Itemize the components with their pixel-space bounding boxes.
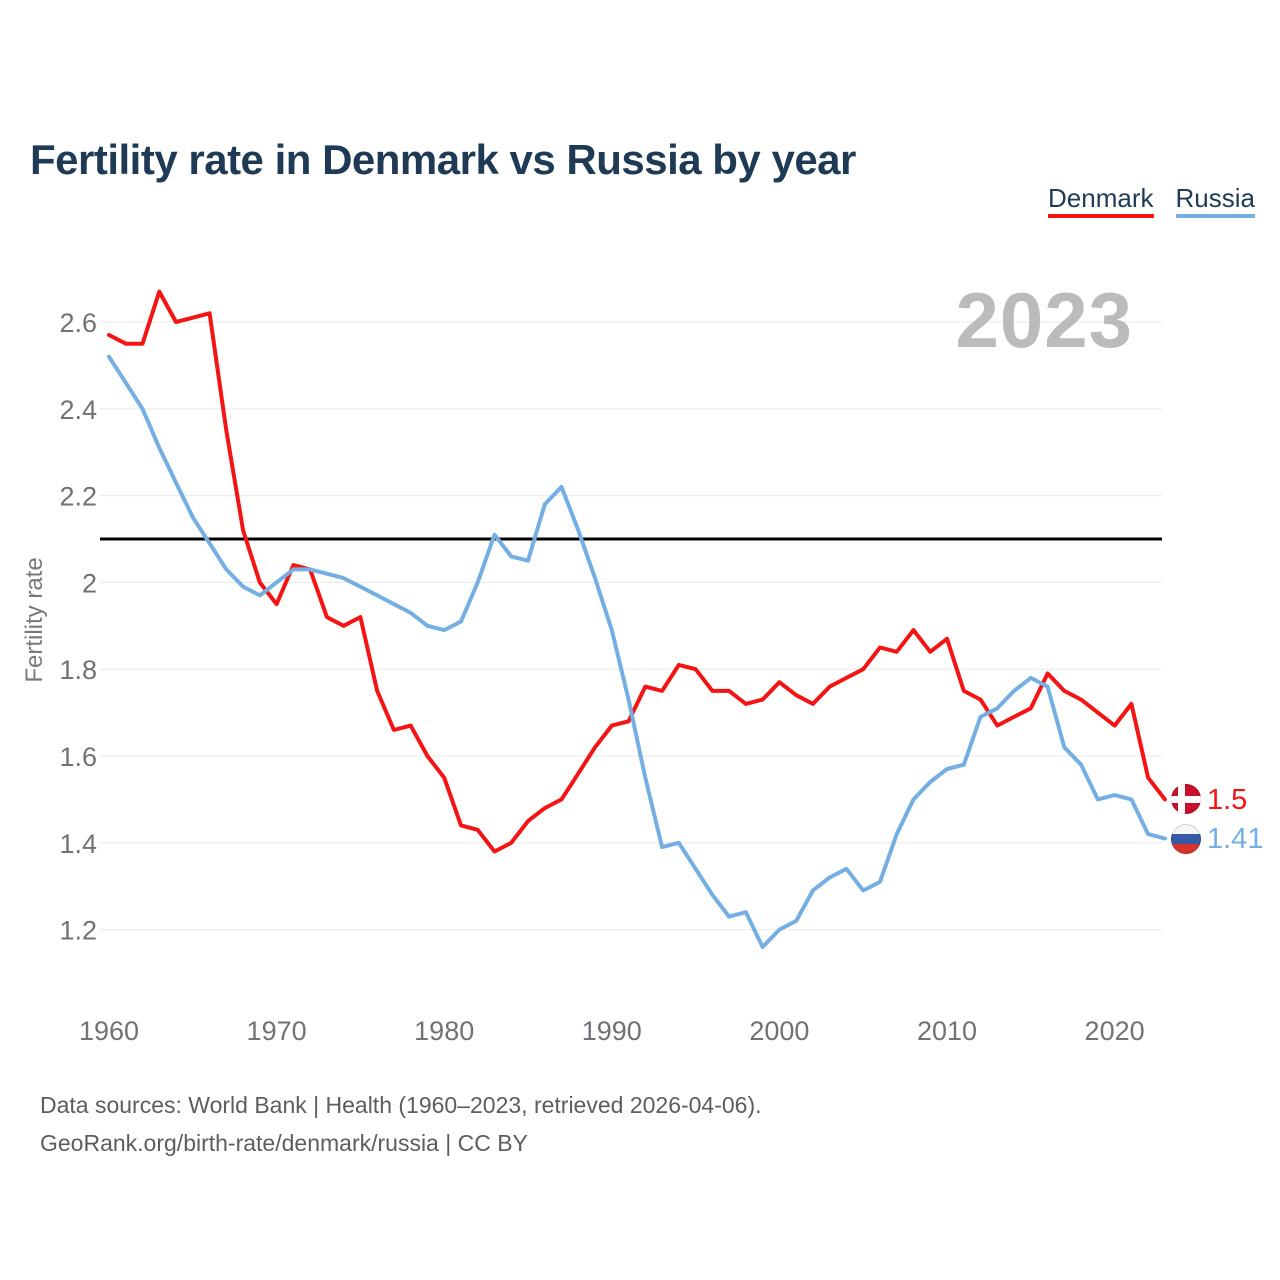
legend-item-russia[interactable]: Russia: [1175, 185, 1255, 218]
y-tick-label: 1.2: [59, 916, 97, 946]
x-tick-label: 2000: [749, 1016, 809, 1046]
y-tick-label: 1.8: [59, 655, 97, 685]
y-tick-label: 1.4: [59, 829, 97, 859]
footer-attribution: GeoRank.org/birth-rate/denmark/russia | …: [40, 1130, 528, 1156]
legend-item-denmark[interactable]: Denmark: [1048, 185, 1154, 218]
y-tick-label: 2: [82, 568, 97, 598]
x-tick-label: 2010: [917, 1016, 977, 1046]
denmark-flag-cross-horizontal: [1171, 795, 1201, 803]
page-title: Fertility rate in Denmark vs Russia by y…: [30, 136, 856, 184]
x-tick-label: 1990: [582, 1016, 642, 1046]
y-tick-label: 2.6: [59, 308, 97, 338]
y-tick-label: 2.4: [59, 395, 97, 425]
footer: Data sources: World Bank | Health (1960–…: [40, 1086, 762, 1162]
russia-end-value: 1.41: [1207, 823, 1264, 855]
y-tick-label: 2.2: [59, 482, 97, 512]
denmark-series-line[interactable]: [107, 289, 1167, 854]
legend: Denmark Russia: [1048, 185, 1255, 218]
year-watermark: 2023: [955, 276, 1133, 364]
x-tick-label: 1970: [247, 1016, 307, 1046]
footer-data-sources: Data sources: World Bank | Health (1960–…: [40, 1092, 762, 1118]
y-axis-title: Fertility rate: [21, 557, 48, 682]
y-tick-label: 1.6: [59, 742, 97, 772]
denmark-end-value: 1.5: [1207, 784, 1248, 816]
russia-series-line[interactable]: [107, 354, 1167, 949]
x-tick-label: 1960: [79, 1016, 139, 1046]
x-tick-label: 1980: [414, 1016, 474, 1046]
denmark-flag-icon: [1171, 784, 1201, 814]
russia-flag-icon: [1171, 824, 1201, 854]
x-tick-label: 2020: [1085, 1016, 1145, 1046]
x-axis-labels: 1960 1970 1980 1990 2000 2010 2020: [79, 1016, 1145, 1046]
series-layer: [107, 289, 1167, 949]
